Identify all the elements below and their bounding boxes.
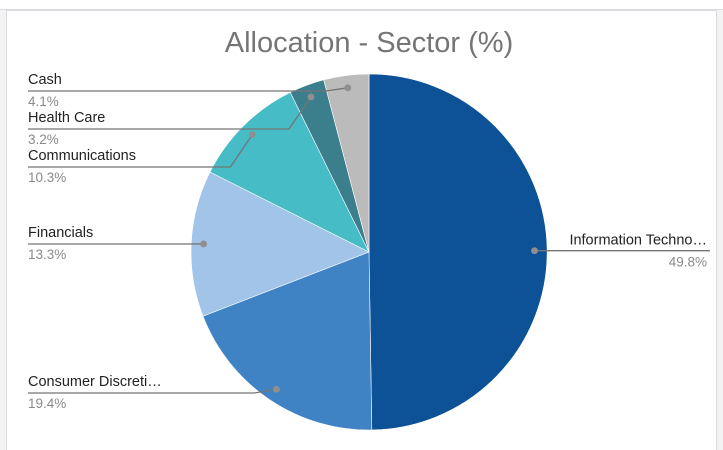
slice-value-communications: 10.3% bbox=[28, 170, 66, 185]
slice-label-communications: Communications bbox=[28, 148, 136, 164]
slice-label-cash: Cash bbox=[28, 72, 62, 88]
slice-label-information-techno: Information Techno… bbox=[569, 233, 707, 249]
slice-value-health-care: 3.2% bbox=[28, 132, 59, 147]
leader-dot-health-care bbox=[307, 93, 315, 101]
leader-dot-communications bbox=[249, 131, 256, 138]
pie-slice-cash[interactable] bbox=[323, 73, 370, 253]
chart-title: Allocation - Sector (%) bbox=[225, 27, 514, 59]
slice-label-financials: Financials bbox=[28, 225, 93, 241]
leader-line-communications bbox=[28, 134, 253, 168]
leader-dot-consumer-discreti bbox=[273, 385, 280, 393]
pie-slices bbox=[190, 73, 548, 431]
leader-dot-information-techno bbox=[531, 247, 538, 255]
slice-label-health-care: Health Care bbox=[28, 110, 105, 126]
leader-line-cash bbox=[28, 87, 348, 92]
pie-slice-consumer-discreti[interactable] bbox=[202, 251, 373, 431]
leader-dot-financials bbox=[200, 240, 208, 248]
slice-labels: Information Techno… 49.8% Consumer Discret… bbox=[28, 72, 707, 411]
leader-dot-cash bbox=[344, 84, 352, 92]
pie-slice-information-techno[interactable] bbox=[368, 73, 548, 431]
slice-value-consumer-discreti: 19.4% bbox=[28, 396, 66, 411]
slice-value-financials: 13.3% bbox=[28, 247, 66, 262]
leader-lines bbox=[28, 84, 710, 394]
leader-line-consumer-discreti bbox=[28, 388, 277, 394]
slice-value-cash: 4.1% bbox=[28, 94, 59, 109]
slice-label-consumer-discreti: Consumer Discreti… bbox=[28, 374, 162, 390]
slice-value-information-techno: 49.8% bbox=[669, 255, 707, 270]
leader-line-health-care bbox=[28, 96, 312, 130]
window-top-strip bbox=[0, 0, 723, 10]
